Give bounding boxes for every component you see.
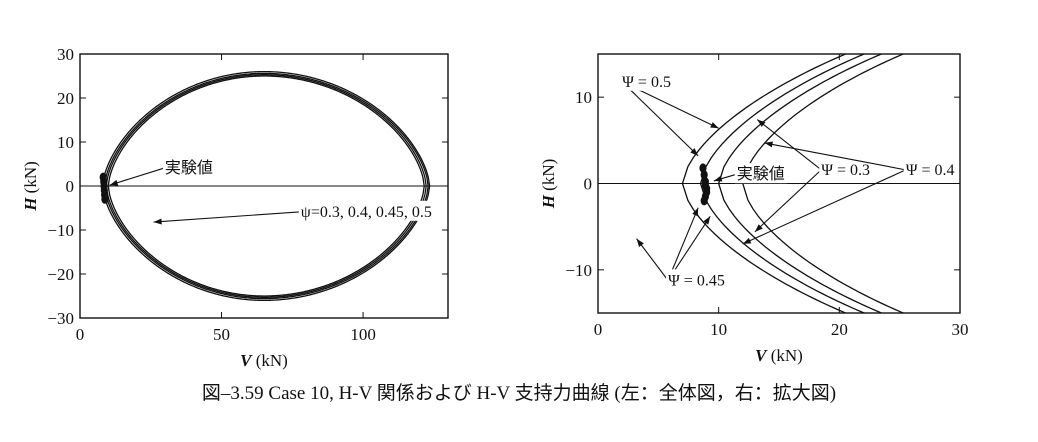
annotation-leader [153, 211, 301, 223]
annotation-arrowhead [757, 119, 766, 127]
x-tick-label: 50 [213, 325, 230, 344]
annotation-leader [109, 167, 166, 186]
annotation-leader [667, 207, 699, 281]
annotation-arrowhead [713, 175, 723, 182]
y-tick-label: −20 [47, 265, 74, 284]
annotation-arrowhead [690, 148, 699, 156]
experiment-point [700, 196, 708, 206]
figure-caption: 図‒3.59 Case 10, H-V 関係および H-V 支持力曲線 (左：全… [201, 383, 837, 404]
annotation-backdrop [734, 163, 787, 184]
capacity-curve-upper-3 [107, 75, 425, 187]
capacity-curve-upper-0 [681, 54, 848, 184]
annotation-arrowhead [754, 224, 763, 232]
capacity-curve-lower-2 [105, 185, 427, 298]
x-tick-label: 10 [710, 320, 727, 339]
x-axis-label: V (kN) [755, 346, 803, 365]
annotation-arrowhead [710, 122, 719, 129]
annotation-leader [621, 81, 699, 157]
capacity-curve-lower-0 [681, 183, 848, 313]
annotation-arrowhead [703, 216, 711, 225]
y-tick-label: 10 [575, 88, 592, 107]
right-chart-enlarged-view: 0 10 20 30 10 0 −10 V (kN) H (kN) Ψ = 0.5 Ψ = 0.45… [539, 53, 969, 365]
annotation-arrowhead [742, 237, 752, 244]
capacity-curve-upper-1 [699, 54, 866, 184]
capacity-curve-upper-0 [102, 70, 431, 187]
capacity-curve-lower-1 [699, 183, 866, 313]
y-axis-label: H (kN) [21, 161, 40, 212]
annotation-arrowhead [109, 179, 119, 186]
annotation-backdrop [162, 156, 215, 177]
capacity-curve-upper-2 [105, 74, 427, 187]
capacity-curve-upper-3 [742, 54, 905, 184]
y-tick-label: −30 [47, 309, 74, 328]
y-tick-label: 10 [57, 133, 74, 152]
annotation-backdrop [620, 70, 673, 91]
annotation-backdrop [819, 158, 873, 179]
x-axis-label: V (kN) [240, 351, 288, 370]
y-tick-label: −10 [47, 221, 74, 240]
annotation-leader [764, 142, 906, 171]
x-tick-label: 30 [952, 320, 969, 339]
annotation-arrowhead [764, 141, 773, 148]
experiment-point [101, 194, 109, 204]
annotation-leader [756, 119, 822, 171]
y-tick-label: 0 [584, 175, 593, 194]
experiment-point [699, 163, 707, 173]
annotation-leader [754, 169, 822, 233]
annotation-arrowhead [153, 218, 162, 225]
annotation-backdrop [665, 269, 727, 290]
x-tick-label: 100 [350, 325, 376, 344]
y-tick-label: 20 [57, 89, 74, 108]
annotation-label: 実験値 [165, 159, 213, 177]
annotation-arrowhead [636, 238, 644, 247]
annotation-arrowhead [692, 207, 699, 217]
y-axis-label: H (kN) [539, 159, 558, 210]
y-tick-label: 30 [57, 45, 74, 64]
annotation-label: Ψ = 0.3 [821, 162, 870, 179]
capacity-curve-upper-1 [103, 72, 429, 187]
annotation-label: ψ=0.3, 0.4, 0.45, 0.5 [301, 204, 432, 221]
x-tick-label: 20 [831, 320, 848, 339]
annotation-label: Ψ = 0.4 [906, 162, 955, 179]
capacity-curve-lower-0 [102, 185, 431, 302]
series-group [99, 70, 431, 302]
capacity-curve-lower-1 [103, 185, 429, 300]
capacity-curve-lower-3 [107, 185, 425, 297]
annotation-backdrop [903, 158, 957, 179]
capacity-curve-upper-2 [718, 54, 884, 184]
annotation-backdrop [298, 200, 434, 221]
annotation-leader [636, 238, 669, 281]
y-tick-label: 0 [66, 177, 75, 196]
series-group [681, 54, 905, 313]
annotation-label: 実験値 [737, 165, 785, 183]
annotation-leader [742, 169, 906, 245]
annotation-label: Ψ = 0.5 [622, 74, 671, 91]
y-tick-label: −10 [565, 261, 592, 280]
annotation-label: Ψ = 0.45 [668, 272, 725, 289]
experiment-point [700, 170, 708, 180]
x-tick-label: 0 [76, 325, 85, 344]
x-tick-label: 0 [594, 320, 603, 339]
